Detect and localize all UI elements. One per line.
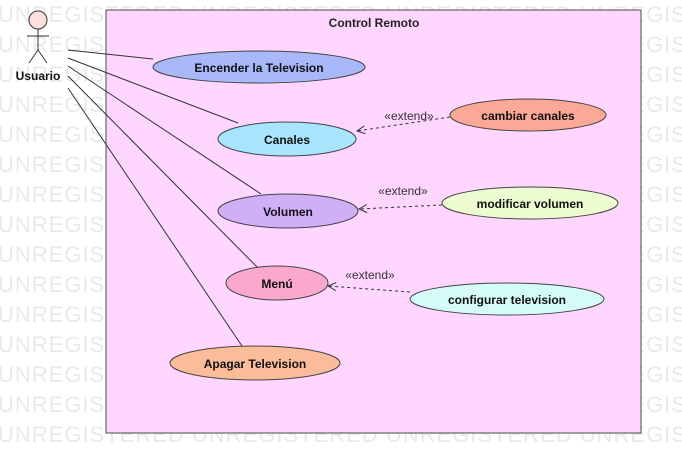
association-menu	[67, 75, 259, 269]
use-case-volumen-label: Volumen	[263, 205, 313, 219]
extend-arrow-configurar	[328, 286, 411, 293]
use-case-menu-label: Menú	[261, 277, 292, 291]
use-case-apagar[interactable]: Apagar Television	[169, 345, 341, 381]
use-case-encender-shape	[152, 50, 366, 84]
use-case-cambiar-label: cambiar canales	[481, 109, 575, 123]
actor-name: Usuario	[16, 69, 61, 83]
use-case-configurar-shape	[409, 282, 605, 316]
use-case-canales[interactable]: Canales	[217, 121, 357, 157]
associations	[67, 49, 262, 347]
association-canales	[67, 57, 239, 124]
use-case-modificar-label: modificar volumen	[477, 197, 584, 211]
use-case-cambiar-shape	[449, 98, 607, 132]
association-encender	[67, 49, 154, 60]
use-case-canales-label: Canales	[264, 133, 310, 147]
use-case-canales-shape	[217, 121, 357, 157]
actor-right-leg	[37, 49, 48, 64]
use-case-apagar-label: Apagar Television	[204, 357, 306, 371]
association-volumen	[67, 65, 262, 195]
actor-head	[28, 10, 48, 30]
extend-arrow-modificar	[359, 205, 443, 209]
use-case-configurar-label: configurar television	[448, 293, 566, 307]
use-case-cambiar[interactable]: cambiar canales	[449, 98, 607, 132]
extend-label-cambiar: «extend»	[384, 109, 434, 123]
extend-label-modificar: «extend»	[378, 184, 428, 198]
system-title: Control Remoto	[329, 16, 420, 30]
use-case-encender[interactable]: Encender la Television	[152, 50, 366, 84]
association-apagar	[67, 87, 243, 347]
actor-left-leg	[28, 49, 39, 64]
use-case-volumen-shape	[217, 193, 359, 229]
use-case-configurar[interactable]: configurar television	[409, 282, 605, 316]
actor-usuario[interactable]: Usuario	[16, 10, 61, 83]
extend-label-configurar: «extend»	[345, 268, 395, 282]
extend-relations: «extend» «extend» «extend»	[328, 109, 451, 293]
extend-arrow-cambiar	[357, 116, 451, 131]
use-case-modificar-shape	[441, 186, 619, 220]
use-case-volumen[interactable]: Volumen	[217, 193, 359, 229]
use-case-menu-shape	[225, 265, 329, 301]
use-case-modificar[interactable]: modificar volumen	[441, 186, 619, 220]
use-case-menu[interactable]: Menú	[225, 265, 329, 301]
use-case-encender-label: Encender la Television	[194, 61, 323, 75]
use-case-apagar-shape	[169, 345, 341, 381]
